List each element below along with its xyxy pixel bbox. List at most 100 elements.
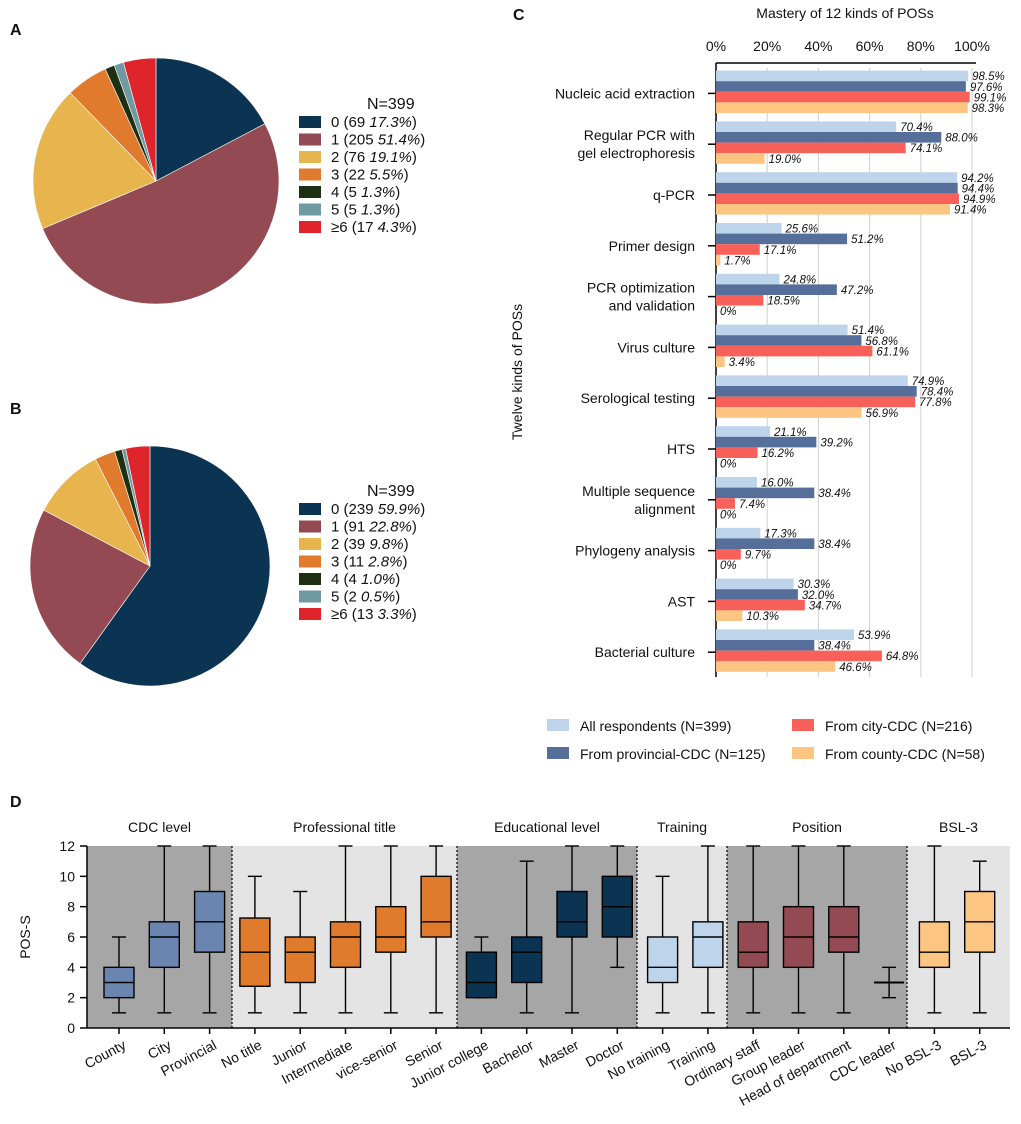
pie-slice-b-6	[125, 445, 151, 567]
legend-entry-b-0: 0 (239 59.9%)	[331, 501, 425, 518]
legend-swatch-b-1	[299, 520, 321, 533]
bar-data-label: 77.8%	[919, 397, 952, 409]
legend-swatch-a-4	[299, 186, 321, 198]
bar	[716, 335, 862, 346]
y-axis-label-c: Twelve kinds of POSs	[509, 304, 525, 440]
box-iqr	[420, 875, 452, 938]
bar	[716, 132, 942, 143]
bar	[716, 396, 916, 408]
legend-entry-b-1: 1 (91 22.8%)	[331, 519, 417, 536]
legend-entry-a-1: 1 (205 51.4%)	[331, 132, 425, 149]
bar-data-label: 61.1%	[876, 346, 909, 358]
panel-label-d: D	[10, 794, 22, 811]
pie-n-label-b: N=399	[367, 483, 415, 500]
x-tick-label: 60%	[856, 38, 884, 54]
bar-data-label: 97.6%	[970, 82, 1003, 94]
legend-swatch-b-4	[299, 573, 321, 585]
group-title: Educational level	[494, 819, 600, 835]
bar	[716, 589, 798, 600]
bar-data-label: 98.3%	[972, 103, 1005, 115]
bar	[716, 436, 817, 448]
legend-swatch-c	[547, 747, 569, 759]
bar-data-label: 21.1%	[773, 427, 807, 439]
category-label: gel electrophoresis	[577, 145, 695, 161]
box-iqr	[284, 936, 316, 984]
y-tick-label-d: 12	[59, 838, 75, 854]
bar	[716, 661, 836, 672]
group-title: Professional title	[293, 819, 396, 835]
bar-data-label: 94.4%	[962, 183, 995, 195]
bar	[716, 254, 721, 266]
bar-data-label: 9.7%	[745, 550, 771, 562]
group-title: BSL-3	[939, 819, 978, 835]
legend-entry-b-4: 4 (4 1.0%)	[331, 571, 400, 588]
y-tick-label-d: 2	[67, 990, 75, 1006]
box-iqr	[556, 890, 588, 938]
bar	[716, 102, 968, 113]
legend-entry-b-2: 2 (39 9.8%)	[331, 536, 409, 553]
category-label: PCR optimization	[587, 280, 695, 296]
bar-data-label: 0%	[720, 560, 737, 572]
bar	[716, 640, 815, 651]
legend-swatch-b-3	[299, 555, 321, 568]
pie-slice-b-2	[43, 458, 151, 567]
bar	[716, 142, 906, 154]
bar-data-label: 51.4%	[852, 325, 885, 337]
x-tick-label-d: No title	[218, 1036, 264, 1071]
legend-swatch-a-6	[299, 221, 321, 233]
legend-swatch-b-0	[299, 503, 321, 515]
bar	[716, 629, 854, 640]
box-iqr	[511, 936, 543, 984]
y-tick-label-d: 4	[67, 959, 75, 975]
box-iqr	[375, 905, 407, 953]
legend-swatch-a-0	[299, 116, 321, 128]
bar-data-label: 94.9%	[963, 194, 996, 206]
bar-data-label: 70.4%	[900, 122, 933, 134]
category-label: Serological testing	[581, 390, 695, 406]
x-tick-label: 80%	[907, 38, 935, 54]
category-label: Bacterial culture	[595, 644, 696, 660]
bar	[716, 549, 741, 560]
bar-data-label: 47.2%	[841, 285, 874, 297]
bar-data-label: 16.0%	[761, 478, 794, 490]
bar-data-label: 74.1%	[910, 143, 943, 155]
bar-data-label: 1.7%	[724, 255, 750, 267]
bar	[716, 121, 897, 132]
bar	[716, 345, 873, 357]
bar-data-label: 25.6%	[785, 224, 819, 236]
bar-data-label: 38.4%	[818, 488, 851, 500]
pie-slice-b-1	[29, 509, 151, 664]
legend-entry-b-6: ≥6 (13 3.3%)	[331, 606, 417, 623]
bar-data-label: 18.5%	[767, 296, 800, 308]
legend-swatch-b-6	[299, 608, 321, 620]
category-label: alignment	[634, 501, 695, 517]
bar-data-label: 19.0%	[769, 154, 802, 166]
x-tick-label-d: Bachelor	[480, 1036, 537, 1076]
bar-chart-c: C Mastery of 12 kinds of POSs 0% 20% 40% 60% 8…	[509, 5, 1006, 762]
category-label: q-PCR	[653, 187, 695, 203]
pie-n-label-a: N=399	[367, 96, 415, 113]
bar-data-label: 3.4%	[729, 357, 755, 369]
x-tick-label: 20%	[753, 38, 781, 54]
pie-slice-a-6	[123, 57, 157, 182]
bar	[716, 81, 966, 92]
bar-data-label: 98.5%	[972, 71, 1005, 83]
category-label: Nucleic acid extraction	[555, 85, 695, 101]
y-axis-label-d: POS-S	[17, 915, 33, 959]
x-tick-label: 100%	[954, 38, 990, 54]
bar	[716, 447, 758, 458]
bar	[716, 324, 848, 336]
category-label: HTS	[667, 441, 695, 457]
bar	[716, 244, 760, 255]
box-iqr	[737, 921, 769, 969]
x-tick-label: 0%	[706, 38, 726, 54]
box-iqr	[329, 921, 362, 969]
bar-data-label: 56.9%	[866, 408, 899, 420]
x-tick-label-d: County	[82, 1037, 129, 1072]
box-iqr	[465, 951, 498, 999]
panel-label-c: C	[513, 7, 525, 24]
bar	[716, 193, 959, 204]
category-label: Multiple sequence	[582, 483, 695, 499]
